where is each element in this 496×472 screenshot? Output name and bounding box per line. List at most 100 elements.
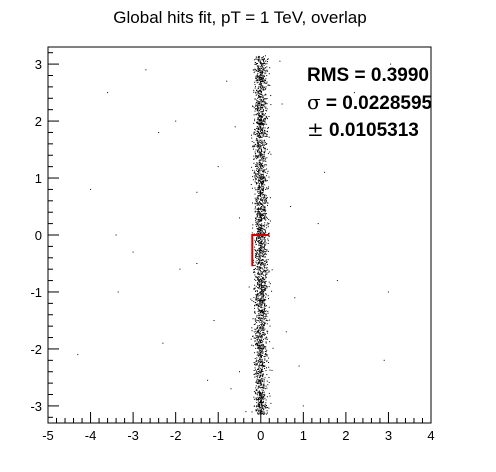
data-point: [260, 108, 262, 110]
data-point: [260, 99, 262, 101]
data-point: [255, 267, 256, 269]
data-point: [259, 164, 261, 166]
data-point: [263, 411, 265, 413]
data-point: [258, 309, 260, 311]
data-point: [258, 126, 260, 128]
data-point: [261, 209, 263, 211]
data-point: [264, 323, 266, 325]
data-point: [257, 225, 259, 227]
data-point: [257, 135, 258, 137]
data-point: [259, 269, 261, 271]
data-point: [259, 327, 261, 329]
data-point: [257, 249, 259, 251]
data-point: [254, 118, 256, 120]
data-point: [258, 240, 260, 241]
data-point: [256, 105, 258, 107]
data-point: [261, 273, 263, 275]
data-point: [261, 394, 263, 396]
data-point: [267, 170, 269, 172]
data-point: [253, 396, 255, 398]
data-point: [260, 106, 261, 108]
data-point: [256, 141, 258, 143]
data-point: [255, 333, 256, 335]
data-point: [263, 334, 265, 336]
data-point: [263, 180, 265, 182]
data-point: [257, 149, 259, 151]
data-point: [253, 158, 255, 160]
data-point: [255, 199, 257, 201]
data-point: [263, 242, 265, 244]
data-point: [264, 169, 266, 171]
data-point: [260, 139, 261, 141]
data-point: [259, 213, 261, 215]
data-point: [261, 370, 263, 372]
data-point: [254, 131, 256, 133]
data-point: [255, 206, 256, 208]
data-point: [251, 300, 253, 302]
data-point: [265, 60, 267, 62]
data-point: [258, 408, 260, 410]
data-point: [256, 300, 258, 302]
data-point: [262, 407, 264, 409]
data-point: [259, 225, 261, 226]
data-point: [261, 81, 263, 83]
data-point: [262, 126, 264, 128]
data-point: [264, 368, 266, 369]
data-point: [261, 348, 263, 349]
data-point: [263, 166, 264, 168]
data-point: [264, 308, 266, 309]
data-point: [263, 344, 265, 346]
data-point: [261, 336, 263, 338]
data-point: [263, 398, 265, 400]
data-point: [258, 250, 260, 252]
data-point: [260, 135, 262, 137]
data-point: [258, 210, 259, 212]
data-point: [257, 391, 259, 393]
data-point: [259, 256, 261, 258]
data-point: [255, 385, 257, 387]
data-point: [259, 61, 261, 63]
data-point: [259, 407, 261, 409]
data-point: [264, 94, 266, 96]
data-point: [270, 95, 272, 96]
data-point: [265, 88, 267, 90]
data-point: [262, 144, 264, 146]
data-point: [261, 337, 263, 339]
data-point: [264, 351, 266, 352]
data-point: [258, 355, 260, 357]
data-point: [256, 63, 257, 65]
data-point: [259, 220, 261, 222]
data-point: [264, 282, 266, 284]
data-point: [259, 104, 261, 106]
data-point: [262, 324, 264, 326]
data-point: [258, 128, 260, 130]
data-point: [255, 387, 257, 389]
data-point: [267, 152, 269, 154]
data-point: [263, 298, 265, 300]
data-point: [256, 182, 258, 184]
data-point: [263, 145, 265, 146]
data-point: [262, 75, 264, 77]
data-point: [264, 199, 266, 201]
data-point: [259, 341, 261, 343]
data-point: [258, 70, 260, 72]
data-point: [265, 280, 267, 282]
data-point: [261, 314, 262, 316]
data-point: [261, 113, 263, 115]
data-point: [253, 146, 255, 148]
data-point: [259, 369, 261, 371]
data-point: [260, 373, 262, 375]
data-point: [267, 384, 269, 386]
data-point: [257, 188, 259, 190]
data-point: [266, 410, 268, 412]
data-point: [263, 82, 265, 84]
data-point: [258, 96, 260, 97]
data-point: [258, 102, 260, 104]
data-point: [234, 126, 236, 128]
data-point: [258, 68, 260, 70]
data-point: [260, 128, 262, 130]
data-point: [252, 69, 254, 71]
data-point: [239, 217, 240, 219]
data-point: [257, 81, 259, 83]
data-point: [260, 375, 262, 377]
